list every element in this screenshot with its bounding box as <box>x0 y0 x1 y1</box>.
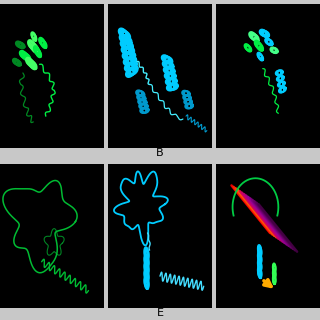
Text: E: E <box>156 308 164 318</box>
Text: B: B <box>156 148 164 158</box>
